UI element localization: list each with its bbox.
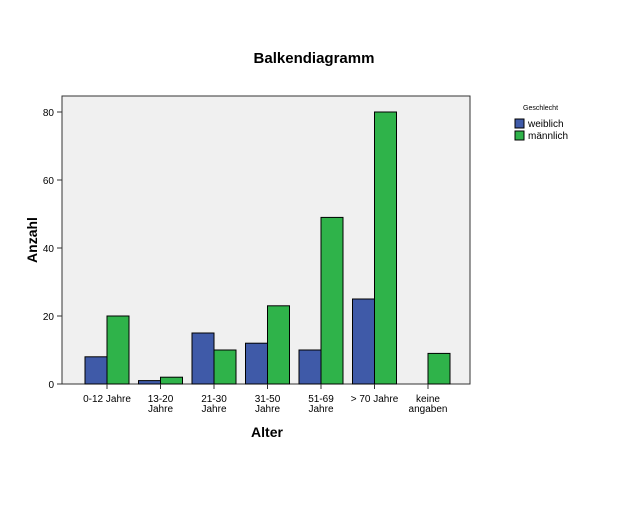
x-tick-label: 51-69 <box>308 394 334 405</box>
bar-weiblich <box>138 380 161 385</box>
y-tick-label: 60 <box>43 176 55 187</box>
x-tick-label: 13-20 <box>148 394 174 405</box>
bar-männlich <box>213 349 237 385</box>
y-axis: 0 20 40 60 80 <box>43 108 62 391</box>
bar-männlich <box>320 216 344 385</box>
bar-männlich <box>267 305 290 385</box>
y-tick-label: 0 <box>48 380 54 391</box>
bar-weiblich <box>191 332 215 385</box>
x-tick-label: > 70 Jahre <box>351 394 399 405</box>
x-axis-label: Alter <box>251 424 283 440</box>
legend-swatch <box>514 130 525 141</box>
x-tick-label: Jahre <box>148 404 173 415</box>
bar-männlich <box>106 315 130 385</box>
x-axis: 0-12 Jahre 13-20Jahre21-30Jahre31-50Jahre… <box>83 384 447 415</box>
legend-swatch <box>514 118 525 129</box>
y-tick-label: 20 <box>43 312 55 323</box>
x-tick-label: 0-12 Jahre <box>83 394 131 405</box>
x-tick-label: angaben <box>409 404 448 415</box>
bar-männlich <box>427 352 451 385</box>
x-tick-label: keine <box>416 394 440 405</box>
y-axis-label: Anzahl <box>24 217 40 263</box>
bar-weiblich <box>298 349 322 385</box>
x-tick-label: Jahre <box>308 404 333 415</box>
bar-weiblich <box>352 298 375 385</box>
x-tick-label: 21-30 <box>201 394 227 405</box>
chart-title: Balkendiagramm <box>254 50 375 67</box>
bars <box>84 111 451 385</box>
y-tick-label: 80 <box>43 108 55 119</box>
legend-title: Geschlecht <box>523 105 558 112</box>
x-tick-label: Jahre <box>255 404 280 415</box>
bar-männlich <box>374 111 397 385</box>
legend-label: weiblich <box>527 119 564 130</box>
y-tick-label: 40 <box>43 244 55 255</box>
plot-area <box>61 95 471 385</box>
x-tick-label: 31-50 <box>255 394 281 405</box>
bar-weiblich <box>245 342 268 385</box>
bar-weiblich <box>84 356 108 385</box>
bar-männlich <box>160 376 183 385</box>
x-tick-label: Jahre <box>201 404 226 415</box>
legend-label: männlich <box>528 131 568 142</box>
